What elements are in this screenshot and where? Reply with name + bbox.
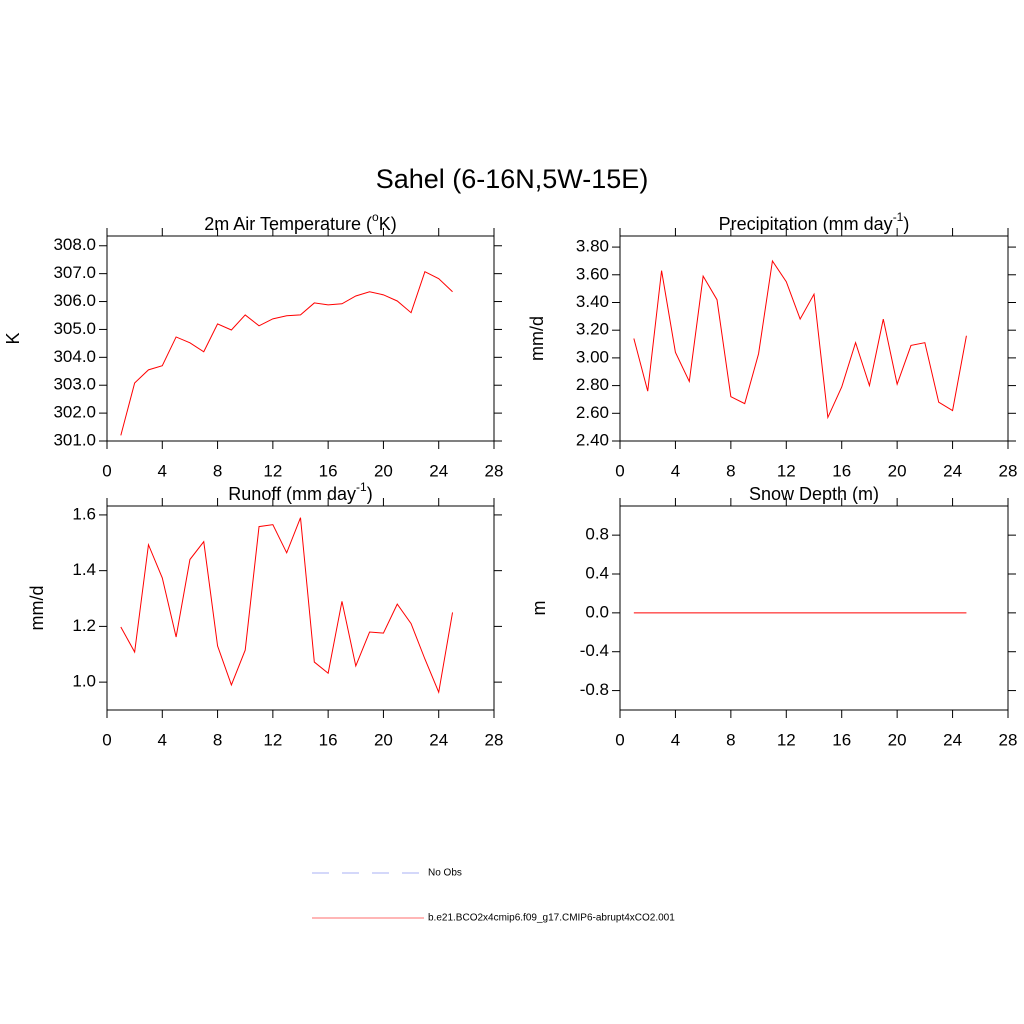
- title-text: Precipitation (mm day: [719, 214, 893, 234]
- plot-frame: [619, 235, 1009, 442]
- y-tick-label: 1.0: [72, 672, 96, 691]
- title-text: 2m Air Temperature (: [204, 214, 372, 234]
- figure-title: Sahel (6-16N,5W-15E): [376, 164, 649, 194]
- x-tick-label: 28: [485, 730, 504, 749]
- title-text: ): [903, 214, 909, 234]
- y-tick-label: 303.0: [53, 375, 96, 394]
- data-line: [633, 259, 967, 420]
- y-tick-label: -0.4: [580, 641, 609, 660]
- x-tick-label: 12: [777, 461, 796, 480]
- title-text: ): [367, 484, 373, 504]
- x-tick-label: 24: [429, 730, 448, 749]
- x-tick-label: 24: [943, 461, 962, 480]
- x-tick-label: 16: [319, 730, 338, 749]
- y-axis-label: mm/d: [27, 586, 47, 631]
- x-tick-label: 4: [158, 461, 167, 480]
- panel-title: 2m Air Temperature (oK): [204, 210, 396, 234]
- x-tick-label: 8: [726, 730, 735, 749]
- y-tick-label: 2.80: [576, 375, 609, 394]
- y-tick-label: 3.80: [576, 237, 609, 256]
- title-text: Snow Depth (m): [749, 484, 879, 504]
- title-text: K): [379, 214, 397, 234]
- x-tick-label: 20: [374, 461, 393, 480]
- x-tick-label: 8: [213, 461, 222, 480]
- x-tick-label: 24: [943, 730, 962, 749]
- plot-frame: [106, 505, 495, 711]
- x-tick-label: 16: [319, 461, 338, 480]
- x-tick-label: 0: [102, 730, 111, 749]
- panel-title: Precipitation (mm day-1): [719, 210, 910, 234]
- y-tick-label: 302.0: [53, 403, 96, 422]
- x-tick-label: 4: [158, 730, 167, 749]
- panel-title: Runoff (mm day-1): [228, 480, 372, 504]
- y-tick-label: 304.0: [53, 347, 96, 366]
- plot-frame: [106, 235, 495, 442]
- y-tick-label: 3.20: [576, 320, 609, 339]
- y-tick-label: 308.0: [53, 235, 96, 254]
- y-tick-label: 0.4: [585, 563, 609, 582]
- y-tick-label: 3.60: [576, 264, 609, 283]
- y-axis-label: K: [3, 332, 23, 344]
- y-tick-label: 0.0: [585, 602, 609, 621]
- x-tick-label: 16: [832, 461, 851, 480]
- y-tick-label: 0.8: [585, 525, 609, 544]
- y-tick-label: 305.0: [53, 319, 96, 338]
- x-tick-label: 8: [213, 730, 222, 749]
- plot-frame: [619, 505, 1009, 711]
- x-tick-label: 12: [777, 730, 796, 749]
- x-tick-label: 20: [888, 461, 907, 480]
- y-tick-label: 307.0: [53, 263, 96, 282]
- y-tick-label: -0.8: [580, 680, 609, 699]
- y-tick-label: 3.40: [576, 292, 609, 311]
- data-line: [120, 517, 454, 694]
- x-tick-label: 12: [263, 461, 282, 480]
- x-tick-label: 0: [102, 461, 111, 480]
- title-superscript: -1: [356, 480, 367, 494]
- title-text: Runoff (mm day: [228, 484, 356, 504]
- y-tick-label: 1.4: [72, 560, 96, 579]
- x-tick-label: 4: [671, 461, 680, 480]
- y-axis-label: m: [529, 601, 549, 616]
- panel-title: Snow Depth (m): [749, 484, 879, 504]
- x-tick-label: 0: [615, 461, 624, 480]
- title-superscript: -1: [893, 210, 904, 224]
- y-tick-label: 1.6: [72, 504, 96, 523]
- x-tick-label: 4: [671, 730, 680, 749]
- x-tick-label: 8: [726, 461, 735, 480]
- y-tick-label: 306.0: [53, 291, 96, 310]
- x-tick-label: 0: [615, 730, 624, 749]
- y-tick-label: 3.00: [576, 347, 609, 366]
- y-tick-label: 301.0: [53, 430, 96, 449]
- y-tick-label: 1.2: [72, 616, 96, 635]
- data-line: [120, 270, 453, 436]
- x-tick-label: 24: [429, 461, 448, 480]
- x-tick-label: 20: [374, 730, 393, 749]
- legend-label: No Obs: [428, 868, 462, 879]
- x-tick-label: 28: [999, 461, 1018, 480]
- x-tick-label: 20: [888, 730, 907, 749]
- y-axis-label: mm/d: [527, 316, 547, 361]
- x-tick-label: 28: [485, 461, 504, 480]
- legend-label: b.e21.BCO2x4cmip6.f09_g17.CMIP6-abrupt4x…: [428, 913, 675, 924]
- title-superscript: o: [372, 210, 379, 224]
- x-tick-label: 16: [832, 730, 851, 749]
- x-tick-label: 12: [263, 730, 282, 749]
- y-tick-label: 2.60: [576, 403, 609, 422]
- x-tick-label: 28: [999, 730, 1018, 749]
- y-tick-label: 2.40: [576, 430, 609, 449]
